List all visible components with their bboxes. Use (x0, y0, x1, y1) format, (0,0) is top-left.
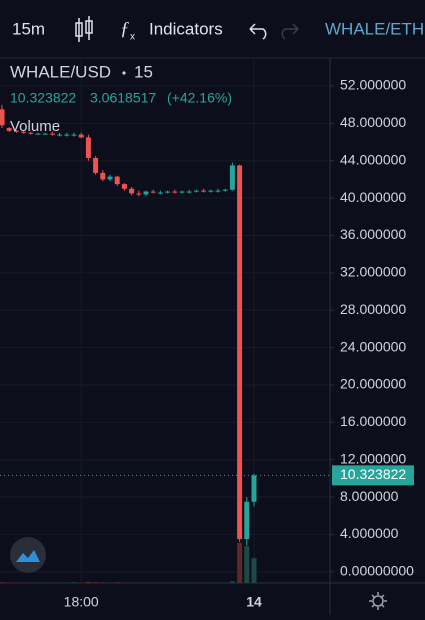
y-tick-label: 16.000000 (340, 413, 406, 429)
candle-body (64, 135, 69, 136)
candle-body (244, 502, 249, 539)
y-tick-label: 24.000000 (340, 338, 406, 354)
candle-body (100, 173, 105, 180)
candle-body (86, 137, 91, 158)
x-tick-label: 14 (246, 594, 262, 610)
candle-body (0, 109, 5, 125)
y-tick-label: 28.000000 (340, 301, 406, 317)
candle-body (223, 190, 228, 191)
y-tick-label: 20.000000 (340, 376, 406, 392)
volume-bar (0, 582, 5, 583)
y-tick-label: 40.000000 (340, 189, 406, 205)
fx-icon[interactable]: ƒ (120, 18, 130, 39)
candle-body (158, 193, 163, 194)
candle-body (144, 192, 149, 195)
separator-dot (122, 71, 125, 74)
volume-bar (86, 582, 91, 583)
symbol-title: WHALE/USD (10, 62, 111, 81)
volume-bar (252, 558, 257, 583)
y-tick-label: 36.000000 (340, 226, 406, 242)
candle-body (252, 475, 257, 501)
symbol-tab[interactable]: WHALE/ETH (325, 19, 424, 38)
candle-body (172, 192, 177, 193)
y-tick-label: 44.000000 (340, 151, 406, 167)
candle-body (230, 165, 235, 189)
candle-body (165, 192, 170, 193)
candle-body (93, 158, 98, 173)
candle-body (237, 165, 242, 539)
candle-body (151, 192, 156, 193)
volume-bar (115, 582, 120, 583)
y-tick-label: 0.00000000 (340, 562, 414, 578)
candle-body (79, 135, 84, 138)
candle-body (216, 191, 221, 192)
change-percent: (+42.16%) (167, 90, 232, 106)
volume-bar (72, 582, 77, 583)
candle-body (136, 193, 141, 194)
fx-icon-x: x (130, 32, 135, 43)
candle-body (129, 189, 134, 194)
volume-bar (93, 582, 98, 583)
y-tick-label: 32.000000 (340, 264, 406, 280)
last-price-tag-label: 10.323822 (340, 466, 406, 482)
volume-bar (237, 543, 242, 583)
volume-label: Volume (10, 118, 60, 135)
logo[interactable] (10, 537, 46, 573)
indicators-button[interactable]: Indicators (149, 19, 223, 38)
y-tick-label: 8.000000 (340, 488, 399, 504)
x-tick-label: 18:00 (64, 594, 99, 610)
candle-body (122, 184, 127, 189)
candle-body (194, 191, 199, 192)
y-tick-label: 12.000000 (340, 450, 406, 466)
candle-body (180, 192, 185, 193)
candle-body (187, 192, 192, 193)
interval-label: 15 (134, 62, 153, 81)
candle-body (72, 135, 77, 136)
change: 3.0618517 (90, 90, 156, 106)
y-tick-label: 52.000000 (340, 77, 406, 93)
candle-body (108, 177, 113, 180)
volume-bar (244, 546, 249, 583)
y-tick-label: 4.000000 (340, 525, 399, 541)
interval-button[interactable]: 15m (12, 19, 45, 38)
candle-body (115, 177, 120, 184)
volume-bar (230, 581, 235, 583)
candle-body (201, 191, 206, 192)
y-tick-label: 48.000000 (340, 114, 406, 130)
candle-body (208, 191, 213, 192)
last-price: 10.323822 (10, 90, 76, 106)
volume-bar (100, 582, 105, 583)
